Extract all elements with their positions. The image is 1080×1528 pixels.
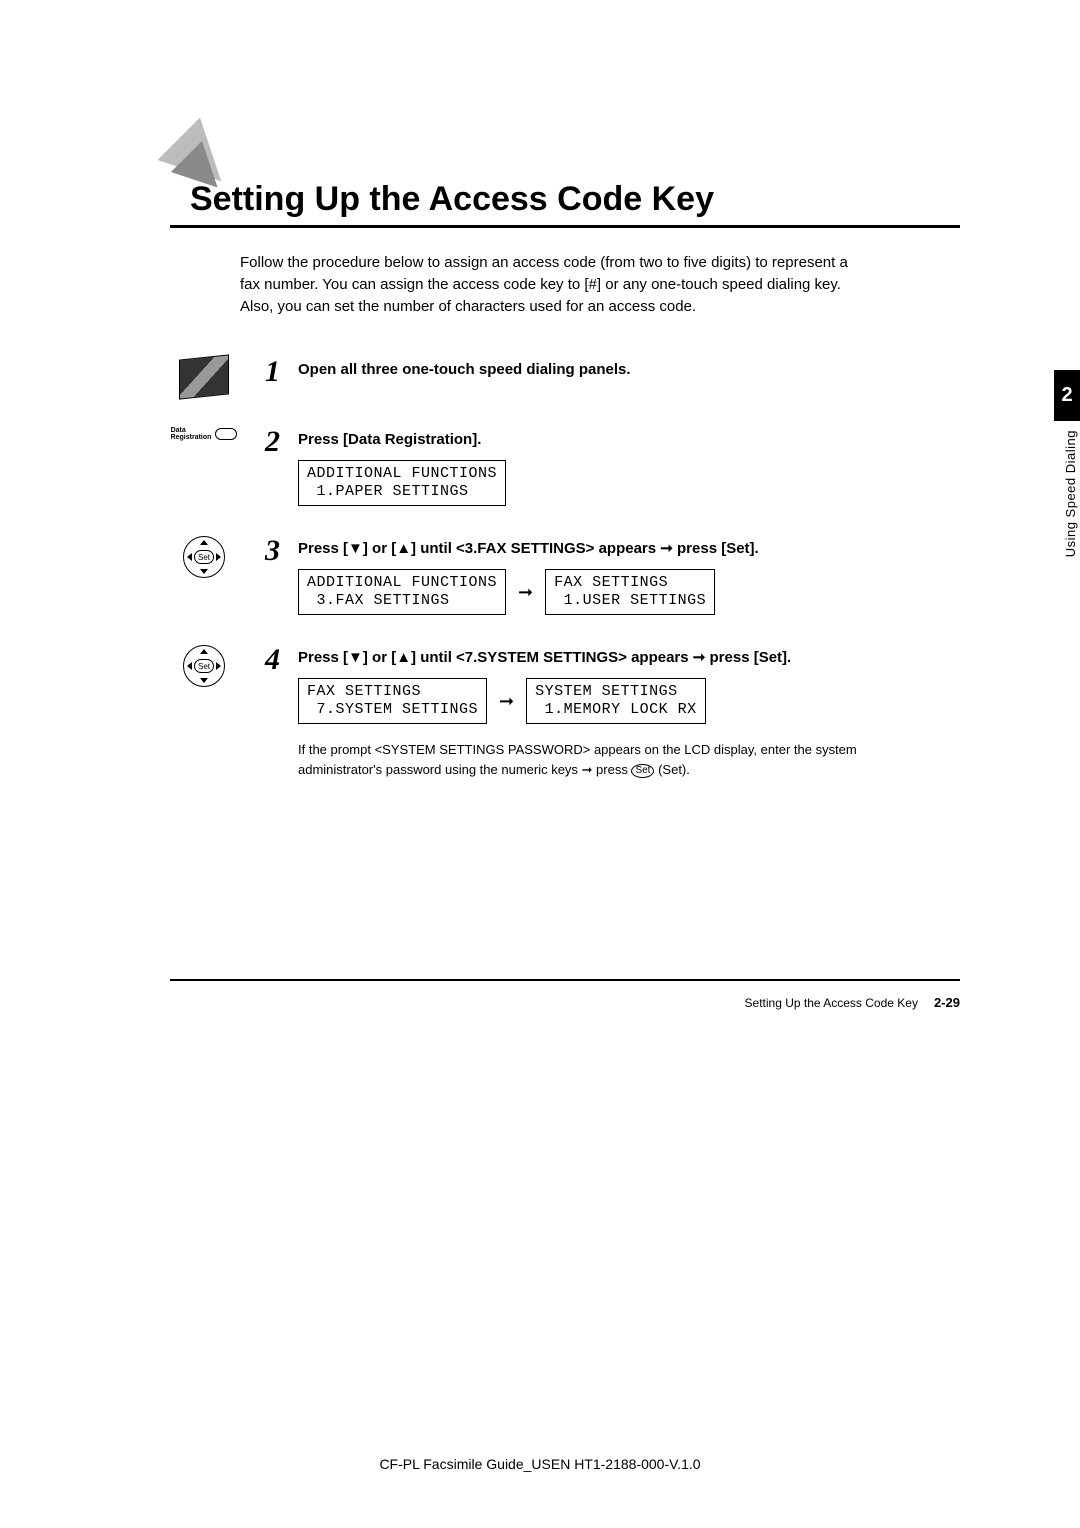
step-3: Set 3 Press [▼] or [▲] until <3.FAX SETT… xyxy=(170,536,960,615)
heading-block: Setting Up the Access Code Key xyxy=(170,180,960,228)
step-note: If the prompt <SYSTEM SETTINGS PASSWORD>… xyxy=(298,740,858,779)
set-inline-icon: Set xyxy=(631,764,654,778)
set-navigation-icon: Set xyxy=(183,536,225,578)
right-arrow-icon xyxy=(216,553,221,561)
step-1: 1 Open all three one-touch speed dialing… xyxy=(170,357,960,397)
lcd-display: FAX SETTINGS 1.USER SETTINGS xyxy=(545,569,715,615)
step-4: Set 4 Press [▼] or [▲] until <7.SYSTEM S… xyxy=(170,645,960,779)
up-arrow-icon xyxy=(200,540,208,545)
intro-paragraph: Follow the procedure below to assign an … xyxy=(240,252,860,317)
step-body: Press [▼] or [▲] until <3.FAX SETTINGS> … xyxy=(298,536,960,615)
step-body: Press [Data Registration]. ADDITIONAL FU… xyxy=(298,427,960,506)
data-registration-label: Data Registration xyxy=(171,427,212,441)
step-2: Data Registration 2 Press [Data Registra… xyxy=(170,427,960,506)
panel-icon xyxy=(170,357,238,397)
note-text-before: If the prompt <SYSTEM SETTINGS PASSWORD>… xyxy=(298,742,857,777)
lcd-display: SYSTEM SETTINGS 1.MEMORY LOCK RX xyxy=(526,678,706,724)
step-text: Press [Data Registration]. xyxy=(298,429,960,450)
page-title: Setting Up the Access Code Key xyxy=(170,180,960,228)
set-label: Set xyxy=(194,550,214,564)
set-button-icon-wrap: Set xyxy=(170,645,238,687)
chapter-tab: 2 xyxy=(1054,370,1080,421)
page-number: 2-29 xyxy=(934,995,960,1010)
one-touch-panel-icon xyxy=(179,355,229,400)
page-footer: Setting Up the Access Code Key 2-29 xyxy=(170,995,960,1010)
down-arrow-icon xyxy=(200,678,208,683)
left-arrow-icon xyxy=(187,553,192,561)
lcd-row: ADDITIONAL FUNCTIONS 1.PAPER SETTINGS xyxy=(298,460,960,506)
lcd-display: ADDITIONAL FUNCTIONS 3.FAX SETTINGS xyxy=(298,569,506,615)
document-id: CF-PL Facsimile Guide_USEN HT1-2188-000-… xyxy=(0,1456,1080,1472)
footer-title: Setting Up the Access Code Key xyxy=(745,996,918,1010)
up-arrow-icon xyxy=(200,649,208,654)
step-text: Open all three one-touch speed dialing p… xyxy=(298,359,960,380)
step-number: 3 xyxy=(256,536,280,566)
down-arrow-icon xyxy=(200,569,208,574)
step-number: 4 xyxy=(256,645,280,675)
lcd-row: FAX SETTINGS 7.SYSTEM SETTINGS ➞ SYSTEM … xyxy=(298,678,960,724)
side-label: Using Speed Dialing xyxy=(1063,430,1078,557)
lcd-display: ADDITIONAL FUNCTIONS 1.PAPER SETTINGS xyxy=(298,460,506,506)
set-label: Set xyxy=(194,659,214,673)
step-text: Press [▼] or [▲] until <3.FAX SETTINGS> … xyxy=(298,538,960,559)
data-registration-button-icon: Data Registration xyxy=(171,427,238,441)
right-arrow-icon xyxy=(216,662,221,670)
lcd-display: FAX SETTINGS 7.SYSTEM SETTINGS xyxy=(298,678,487,724)
arrow-icon: ➞ xyxy=(499,691,514,712)
set-navigation-icon: Set xyxy=(183,645,225,687)
step-number: 2 xyxy=(256,427,280,457)
set-button-icon-wrap: Set xyxy=(170,536,238,578)
left-arrow-icon xyxy=(187,662,192,670)
footer-rule xyxy=(170,979,960,981)
step-body: Press [▼] or [▲] until <7.SYSTEM SETTING… xyxy=(298,645,960,779)
step-text: Press [▼] or [▲] until <7.SYSTEM SETTING… xyxy=(298,647,960,668)
lcd-row: ADDITIONAL FUNCTIONS 3.FAX SETTINGS ➞ FA… xyxy=(298,569,960,615)
oval-button-icon xyxy=(215,428,237,440)
arrow-icon: ➞ xyxy=(518,582,533,603)
data-registration-icon: Data Registration xyxy=(170,427,238,441)
note-text-after: (Set). xyxy=(658,762,690,777)
step-number: 1 xyxy=(256,357,280,387)
step-body: Open all three one-touch speed dialing p… xyxy=(298,357,960,380)
